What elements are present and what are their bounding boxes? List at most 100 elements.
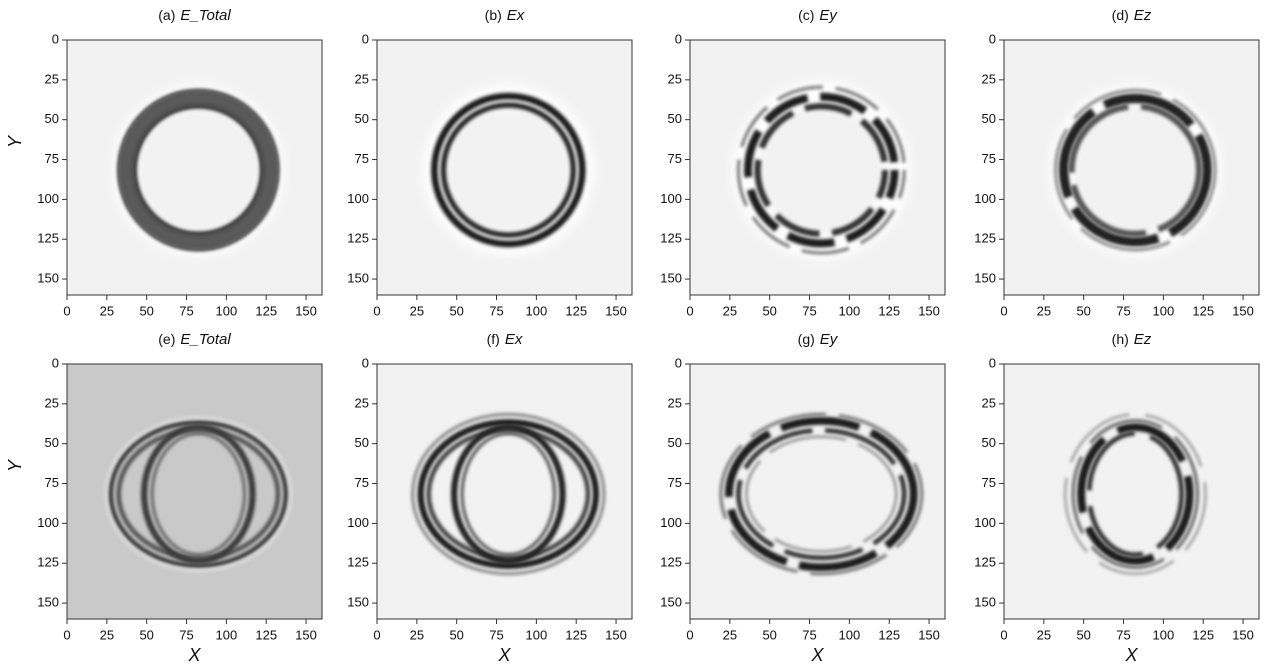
- y-tick-label: 100: [347, 191, 369, 206]
- y-tick-label: 0: [52, 31, 59, 46]
- panel: 02550751001251500255075100125150(h)EzX: [974, 331, 1259, 665]
- panel-title: (e)E_Total: [158, 331, 231, 348]
- x-tick-label: 25: [1037, 303, 1051, 318]
- x-tick-label: 125: [565, 303, 587, 318]
- x-tick-label: 150: [605, 627, 627, 642]
- title-text: Ex: [507, 7, 525, 24]
- y-tick-label: 0: [989, 31, 996, 46]
- x-tick-label: 25: [410, 627, 424, 642]
- panel-title: (h) Ez: [1112, 331, 1152, 348]
- y-tick-label: 50: [982, 435, 996, 450]
- x-tick-label: 100: [839, 627, 861, 642]
- x-tick-label: 150: [1232, 627, 1254, 642]
- x-tick-label: 100: [839, 303, 861, 318]
- y-tick-label: 25: [982, 71, 996, 86]
- x-tick-label: 100: [216, 627, 238, 642]
- y-tick-label: 150: [974, 271, 996, 286]
- x-tick-label: 75: [179, 303, 193, 318]
- figure: 0 25 50 75 100 125 150 0 25 50 75 100 125 150 (a) E_Tot…: [0, 0, 1264, 670]
- y-tick-label: 125: [37, 231, 59, 246]
- y-tick-label: 25: [45, 71, 59, 86]
- y-tick-label: 75: [355, 151, 369, 166]
- x-tick-label: 0: [373, 303, 380, 318]
- y-tick-label: 50: [668, 111, 682, 126]
- y-tick-label: 125: [974, 555, 996, 570]
- y-tick-label: 100: [974, 191, 996, 206]
- y-tick-label: 0: [362, 355, 369, 370]
- x-tick-label: 150: [1232, 303, 1254, 318]
- y-tick-label: 50: [982, 111, 996, 126]
- panel-title: (a) E_Total: [158, 7, 231, 24]
- y-tick-label: 50: [45, 111, 59, 126]
- y-tick-label: 25: [668, 71, 682, 86]
- y-tick-label: 75: [668, 475, 682, 490]
- y-tick-label: 125: [974, 231, 996, 246]
- x-tick-label: 125: [878, 627, 900, 642]
- panel-title: (f)Ex: [487, 331, 523, 348]
- title-text: Ey: [819, 7, 838, 24]
- y-tick-label: 25: [668, 395, 682, 410]
- panel: 02550751001251500255075100125150(c)Ey: [660, 7, 945, 319]
- title-text: E_Total: [180, 7, 231, 24]
- y-tick-label: 125: [660, 231, 682, 246]
- x-axis-label: X: [810, 645, 824, 665]
- y-tick-label: 50: [668, 435, 682, 450]
- x-tick-label: 125: [255, 303, 277, 318]
- x-tick-label: 125: [565, 627, 587, 642]
- x-tick-label: 25: [1037, 627, 1051, 642]
- title-text: Ez: [1134, 7, 1152, 24]
- panel-label: (a): [158, 7, 175, 23]
- x-tick-label: 75: [802, 303, 816, 318]
- panel: 02550751001251500255075100125150(b)Ex: [347, 7, 632, 319]
- y-tick-label: 100: [660, 515, 682, 530]
- title-text: Ez: [1134, 331, 1152, 348]
- panel-label: (h): [1112, 331, 1129, 347]
- y-tick-label: 0: [989, 355, 996, 370]
- x-axis-label: X: [187, 645, 201, 665]
- x-axis-label: X: [497, 645, 511, 665]
- y-tick-label: 0: [675, 31, 682, 46]
- x-axis-label: X: [1124, 645, 1138, 665]
- x-tick-label: 150: [918, 627, 940, 642]
- x-tick-label: 100: [1153, 303, 1175, 318]
- y-tick-label: 75: [668, 151, 682, 166]
- panel-title: (d)Ez: [1112, 7, 1152, 24]
- x-tick-label: 25: [100, 627, 114, 642]
- x-tick-label: 150: [918, 303, 940, 318]
- y-tick-label: 125: [347, 231, 369, 246]
- y-tick-label: 75: [982, 151, 996, 166]
- x-tick-label: 75: [489, 303, 503, 318]
- x-tick-label: 75: [179, 627, 193, 642]
- x-tick-label: 50: [1076, 303, 1090, 318]
- y-tick-label: 125: [347, 555, 369, 570]
- title-text: Ex: [505, 331, 523, 348]
- panel-title: (c)Ey: [798, 7, 838, 24]
- panel: 02550751001251500255075100125150(f)ExX: [347, 331, 632, 665]
- y-tick-label: 50: [355, 435, 369, 450]
- y-tick-label: 50: [355, 111, 369, 126]
- y-tick-label: 0: [362, 31, 369, 46]
- y-tick-label: 25: [355, 395, 369, 410]
- y-tick-label: 150: [37, 595, 59, 610]
- x-tick-label: 0: [1000, 627, 1007, 642]
- y-tick-label: 0: [52, 355, 59, 370]
- y-tick-label: 150: [37, 271, 59, 286]
- x-tick-label: 100: [526, 627, 548, 642]
- y-tick-label: 100: [974, 515, 996, 530]
- panel-label: (g): [798, 331, 815, 347]
- y-tick-label: 150: [347, 271, 369, 286]
- x-tick-label: 0: [1000, 303, 1007, 318]
- x-tick-label: 125: [1192, 627, 1214, 642]
- x-tick-label: 125: [1192, 303, 1214, 318]
- x-tick-label: 125: [878, 303, 900, 318]
- x-tick-label: 50: [762, 627, 776, 642]
- y-tick-label: 150: [660, 595, 682, 610]
- x-tick-label: 100: [526, 303, 548, 318]
- x-tick-label: 75: [489, 627, 503, 642]
- y-tick-label: 75: [45, 151, 59, 166]
- x-tick-label: 75: [802, 627, 816, 642]
- y-tick-label: 25: [355, 71, 369, 86]
